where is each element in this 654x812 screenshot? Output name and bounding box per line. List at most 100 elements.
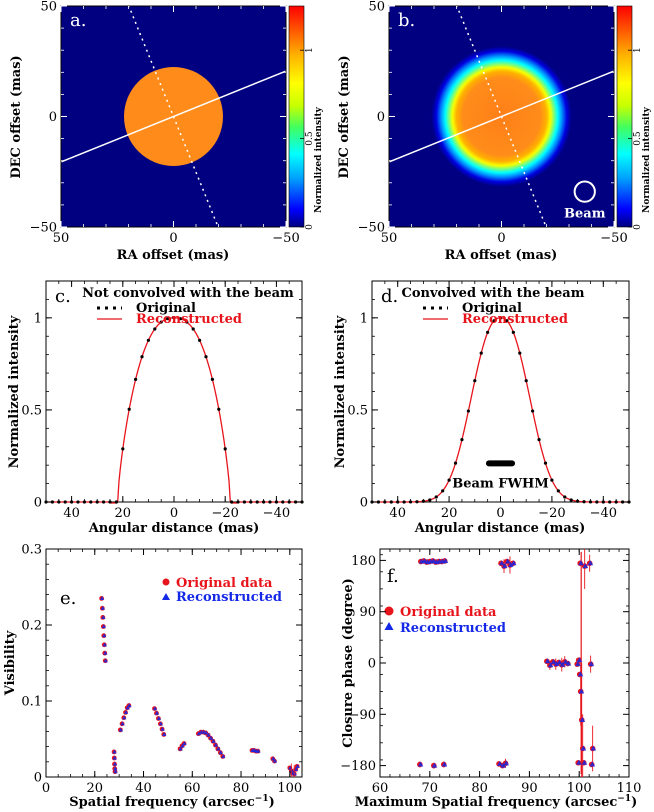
panel-b-colorbar [616, 5, 633, 228]
visibility-reconstructed-point [206, 732, 211, 737]
y-tick-label: 0 [34, 496, 42, 511]
panel-b-xlabel: RA offset (mas) [445, 248, 558, 263]
original-profile-point [102, 500, 106, 504]
beam-label: Beam [564, 207, 606, 222]
legend-original-label-d: Original [462, 301, 522, 316]
beam-circle [573, 180, 596, 203]
visibility-reconstructed-point [101, 615, 106, 619]
visibility-reconstructed-point [211, 738, 216, 743]
panel-d-label: d. [381, 286, 398, 307]
visibility-reconstructed-point [100, 605, 106, 610]
phase-reconstructed-point [578, 688, 585, 694]
y-tick-label: 1 [360, 311, 368, 326]
original-profile-point [569, 498, 573, 502]
visibility-reconstructed-point [162, 732, 167, 737]
original-profile-point [172, 316, 176, 320]
y-tick-label: 0.5 [347, 403, 368, 418]
original-profile-point [550, 478, 554, 482]
panel-e-xlabel: Spatial frequency (arcsec−1) [69, 794, 275, 810]
y-tick-label: −180 [340, 759, 376, 774]
x-tick-label: 100 [277, 781, 302, 796]
visibility-reconstructed-point [208, 735, 214, 740]
visibility-reconstructed-point [295, 763, 300, 768]
legend-reconstructed-label-d: Reconstructed [462, 312, 568, 327]
x-tick-label: 60 [372, 781, 389, 796]
colorbar-tick-label: 0.5 [633, 131, 643, 146]
legend-original-label: Original [136, 301, 196, 316]
colorbar-tick-label: 1 [633, 47, 643, 53]
x-tick-label: 40 [389, 506, 406, 521]
phase-reconstructed-point [577, 671, 584, 677]
legend-reconstructed-label-e: Reconstructed [176, 590, 282, 605]
original-profile-point [505, 319, 509, 323]
legend-reconstructed-marker-f [384, 622, 394, 630]
phase-reconstructed-point [498, 560, 505, 566]
x-tick-label: 20 [441, 506, 458, 521]
y-tick-label: 50 [40, 0, 57, 15]
original-profile-point [466, 409, 470, 413]
panel-f: f. Original data Reconstructed 60 70 80 90 1… [340, 548, 641, 810]
original-profile-point [595, 500, 599, 504]
panel-c: c. Not convolved with the beam Original … [7, 280, 304, 536]
original-profile-point [114, 500, 118, 504]
original-profile-point [492, 319, 496, 323]
y-tick-label: 0 [377, 110, 385, 125]
y-tick-label: −50 [30, 221, 57, 236]
panel-e-label: e. [60, 588, 76, 609]
visibility-reconstructed-point [292, 771, 297, 776]
colorbar-tick-label: 0 [633, 224, 643, 230]
original-profile-point [415, 500, 419, 504]
colorbar-tick-label: 0 [305, 224, 315, 230]
original-profile-point [524, 379, 528, 383]
panel-c-ylabel: Normalized intensity [7, 315, 22, 468]
original-profile-point [473, 379, 477, 383]
y-tick-label: 0 [34, 771, 42, 786]
x-tick-label: 50 [381, 231, 398, 246]
phase-reconstructed-point [559, 661, 566, 667]
x-tick-label: 0 [496, 506, 504, 521]
y-tick-label: 0 [360, 496, 368, 511]
panel-b-label: b. [398, 10, 415, 31]
phase-reconstructed-point [510, 560, 517, 566]
visibility-reconstructed-point [218, 750, 224, 755]
x-tick-label: 80 [471, 781, 488, 796]
original-profile-point [191, 327, 195, 331]
original-profile-point [134, 377, 138, 381]
original-profile-point [242, 500, 246, 504]
original-profile-point [556, 489, 560, 493]
legend-reconstructed-marker-e [162, 593, 170, 600]
phase-reconstructed-point [544, 658, 551, 664]
visibility-reconstructed-point [156, 716, 162, 721]
phase-reconstructed-point [431, 762, 438, 768]
original-profile-point [620, 500, 625, 504]
phase-reconstructed-point [547, 662, 554, 668]
y-tick-label: 0.5 [21, 403, 42, 418]
original-profile-point [127, 407, 131, 411]
visibility-reconstructed-point [182, 741, 187, 746]
visibility-reconstructed-point [99, 596, 105, 600]
legend-original-label-e: Original data [176, 576, 273, 591]
panel-a: a. 50 0 −50 −50 0 50 RA offset (mas) DEC offs… [9, 0, 324, 263]
original-profile-point [178, 317, 182, 321]
visibility-reconstructed-point [213, 742, 219, 747]
visibility-reconstructed-point [125, 705, 130, 710]
panel-b: Beam b. 50 0 −50 −50 0 50 RA offset (mas) DEC… [337, 0, 652, 263]
y-tick-label: 0.3 [21, 543, 42, 558]
phase-reconstructed-point [503, 760, 510, 766]
visibility-reconstructed-point [112, 761, 118, 766]
original-profile-point [281, 500, 285, 504]
phase-reconstructed-point [556, 659, 563, 665]
visibility-reconstructed-point [101, 624, 106, 629]
original-profile-point [50, 500, 55, 504]
x-tick-label: 20 [115, 506, 132, 521]
x-tick-label: 0 [497, 231, 505, 246]
original-profile-point [543, 461, 548, 465]
y-tick-label: −90 [349, 708, 376, 723]
panel-f-ylabel: Closure phase (degree) [341, 578, 356, 748]
original-profile-point [268, 500, 272, 504]
panel-e: e. Original data Reconstructed 0 20 40 60 80… [3, 543, 303, 810]
panel-f-xlabel: Maximum Spatial frequency (arcsec−1) [355, 794, 638, 810]
x-tick-label: 60 [184, 781, 201, 796]
visibility-reconstructed-point [103, 658, 108, 663]
x-tick-label: −40 [590, 506, 617, 521]
